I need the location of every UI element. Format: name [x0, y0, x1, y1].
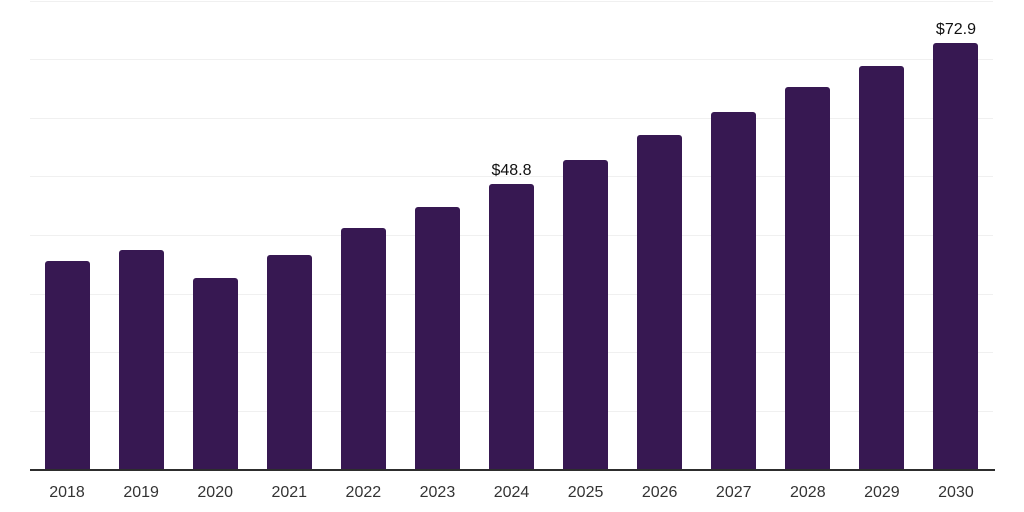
gridline-70 — [30, 59, 993, 61]
bar-2028 — [785, 87, 831, 470]
gridline-60 — [30, 117, 993, 119]
bar-2021 — [266, 254, 312, 470]
bar-2023 — [414, 206, 460, 470]
bar-2026 — [637, 135, 683, 470]
x-tick-2030: 2030 — [938, 484, 974, 501]
value-label-2030: $72.9 — [935, 20, 976, 38]
bar-2029 — [859, 65, 905, 470]
x-tick-2027: 2027 — [715, 484, 752, 501]
gridline-80 — [30, 0, 993, 2]
x-tick-2026: 2026 — [641, 484, 678, 501]
x-axis-line — [30, 469, 995, 471]
x-tick-2022: 2022 — [345, 484, 382, 501]
x-tick-2019: 2019 — [123, 484, 159, 501]
bar-2024 — [489, 183, 534, 470]
bar-2019 — [118, 250, 164, 470]
x-tick-2024: 2024 — [493, 484, 530, 501]
value-label-2024: $48.8 — [491, 161, 532, 179]
x-tick-2025: 2025 — [567, 484, 604, 501]
bar-2025 — [563, 159, 609, 470]
x-tick-2029: 2029 — [864, 484, 900, 501]
x-tick-2028: 2028 — [790, 484, 826, 501]
bar-2022 — [340, 228, 386, 470]
x-tick-2018: 2018 — [49, 484, 85, 501]
gridline-50 — [30, 176, 993, 178]
x-tick-2021: 2021 — [271, 484, 308, 501]
bar-2020 — [192, 278, 238, 470]
x-tick-2020: 2020 — [197, 484, 233, 501]
bar-2018 — [44, 261, 90, 470]
bar-2027 — [711, 112, 757, 470]
x-tick-2023: 2023 — [419, 484, 456, 501]
bar-2030 — [933, 42, 979, 470]
